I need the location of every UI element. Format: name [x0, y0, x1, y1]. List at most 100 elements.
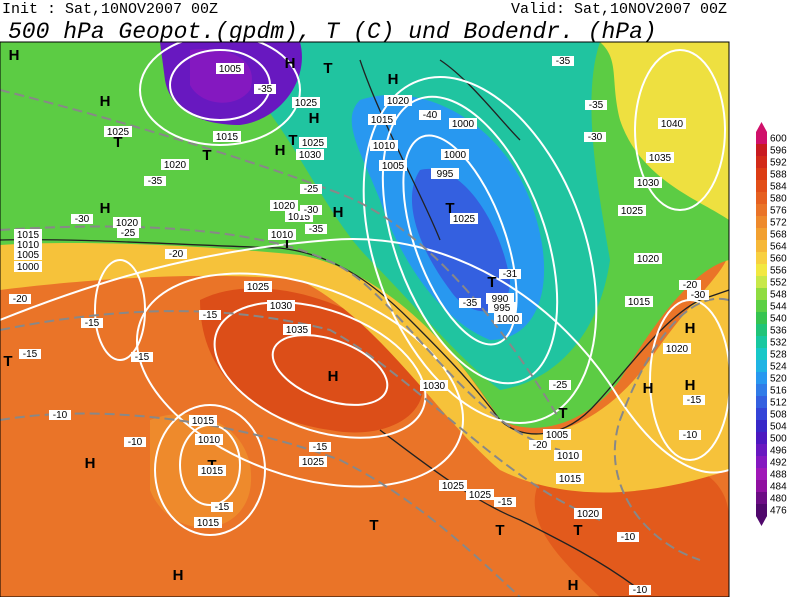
- isobar-label-bg: [14, 261, 42, 272]
- isobar-label: 1035: [649, 153, 672, 164]
- colorbar-band: [756, 132, 767, 145]
- isobar-label-bg: [488, 302, 516, 313]
- isotherm-label: -10: [53, 410, 68, 421]
- isobar-label-bg: [296, 149, 324, 160]
- isotherm-label: -10: [128, 437, 143, 448]
- isobar-label: 1020: [387, 96, 410, 107]
- isobar-label-bg: [194, 517, 222, 528]
- isobar-label: 995: [437, 169, 454, 180]
- isobar-label-bg: [14, 249, 42, 260]
- isotherm-label-bg: [585, 100, 607, 110]
- isobar-label: 1000: [497, 314, 520, 325]
- pressure-center: H: [173, 567, 184, 584]
- isobar-label: 1015: [288, 212, 311, 223]
- isotherm-label: -15: [85, 318, 100, 329]
- isotherm-label-bg: [419, 110, 441, 120]
- isobar-label: 1015: [192, 416, 215, 427]
- colorbar-band: [756, 444, 767, 457]
- pressure-center: H: [85, 455, 96, 472]
- isotherm-label-bg: [9, 294, 31, 304]
- isobar-label: 1015: [17, 230, 40, 241]
- colorbar: 6005965925885845805765725685645605565525…: [756, 122, 787, 526]
- isobar-label-bg: [543, 429, 571, 440]
- isotherm-label-bg: [459, 298, 481, 308]
- colorbar-band: [756, 432, 767, 445]
- colorbar-arrow: [756, 122, 767, 132]
- colorbar-band: [756, 300, 767, 313]
- colorbar-label: 528: [770, 350, 787, 361]
- isobar-label-bg: [618, 205, 646, 216]
- isotherm-label: -15: [498, 497, 513, 508]
- isotherm-label: -25: [304, 184, 319, 195]
- isobar-label: 1025: [621, 206, 644, 217]
- isotherm-label-bg: [199, 310, 221, 320]
- isobar-label: 1015: [197, 518, 220, 529]
- colorbar-band: [756, 384, 767, 397]
- isotherm-label: -40: [423, 110, 438, 121]
- colorbar-band: [756, 420, 767, 433]
- pressure-center: T: [3, 353, 12, 370]
- isobar-label: 1000: [17, 262, 40, 273]
- isobar-label-bg: [486, 293, 514, 304]
- colorbar-band: [756, 228, 767, 241]
- colorbar-label: 572: [770, 218, 787, 229]
- pressure-center: H: [685, 377, 696, 394]
- colorbar-label: 512: [770, 398, 787, 409]
- isotherm-label: -35: [463, 298, 478, 309]
- isotherm-label-bg: [19, 349, 41, 359]
- isobar-label-bg: [625, 296, 653, 307]
- colorbar-band: [756, 288, 767, 301]
- isotherm-label-bg: [679, 430, 701, 440]
- colorbar-label: 540: [770, 314, 787, 325]
- init-time: Init : Sat,10NOV2007 00Z: [2, 1, 218, 18]
- pressure-center: H: [309, 110, 320, 127]
- isobar-label: 1025: [295, 98, 318, 109]
- isobar-label: 1025: [469, 490, 492, 501]
- isobar-label-bg: [244, 281, 272, 292]
- colorbar-label: 480: [770, 494, 787, 505]
- colorbar-label: 556: [770, 266, 787, 277]
- isobar-label: 1010: [557, 451, 580, 462]
- isotherm-label: -30: [304, 205, 319, 216]
- isotherm-label-bg: [165, 249, 187, 259]
- isotherm-label-bg: [124, 437, 146, 447]
- isobar-label-bg: [554, 450, 582, 461]
- isobar-label-bg: [14, 239, 42, 250]
- colorbar-band: [756, 216, 767, 229]
- valid-time: Valid: Sat,10NOV2007 00Z: [511, 1, 727, 18]
- isotherm-label-bg: [211, 502, 233, 512]
- isobar-label: 1030: [299, 150, 322, 161]
- pressure-center: T: [202, 147, 211, 164]
- colorbar-band: [756, 156, 767, 169]
- isotherm-label: -25: [553, 380, 568, 391]
- isobar-label-bg: [441, 149, 469, 160]
- isobar-label-bg: [420, 380, 448, 391]
- isotherm-label-bg: [494, 497, 516, 507]
- isotherm-label: -35: [589, 100, 604, 111]
- pressure-center: H: [685, 320, 696, 337]
- isobar-label-bg: [663, 343, 691, 354]
- pressure-center: H: [643, 380, 654, 397]
- isotherm-label-bg: [549, 380, 571, 390]
- isobar-label: 1035: [286, 325, 309, 336]
- colorbar-label: 552: [770, 278, 787, 289]
- colorbar-band: [756, 504, 767, 517]
- isotherm-label-bg: [71, 214, 93, 224]
- colorbar-band: [756, 204, 767, 217]
- colorbar-band: [756, 372, 767, 385]
- pressure-center: T: [323, 60, 332, 77]
- isotherm-label: -15: [687, 395, 702, 406]
- isotherm-label-bg: [81, 318, 103, 328]
- colorbar-label: 520: [770, 374, 787, 385]
- colorbar-label: 568: [770, 230, 787, 241]
- colorbar-band: [756, 408, 767, 421]
- isobar-label: 1010: [373, 141, 396, 152]
- isobar-label-bg: [213, 131, 241, 142]
- isobar-label-bg: [494, 313, 522, 324]
- isobar-label-bg: [368, 114, 396, 125]
- isotherm-label: -15: [313, 442, 328, 453]
- isobar-label-bg: [268, 229, 296, 240]
- isobar-label-bg: [113, 217, 141, 228]
- isobar-label: 1030: [270, 301, 293, 312]
- isotherm-label-bg: [300, 205, 322, 215]
